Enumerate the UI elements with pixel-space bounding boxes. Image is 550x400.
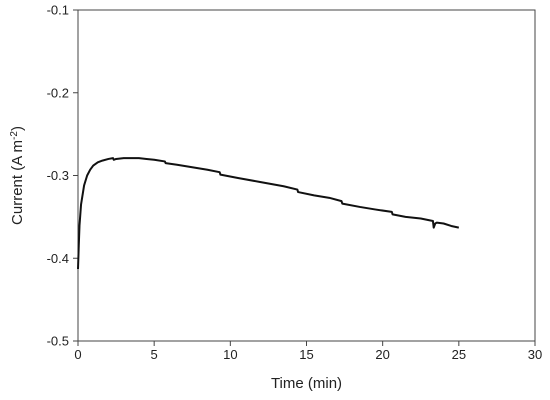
x-tick-label: 0: [74, 347, 81, 362]
y-tick-label: -0.3: [47, 168, 69, 183]
x-tick-label: 5: [151, 347, 158, 362]
y-axis-title-close: ): [9, 126, 26, 131]
x-tick-label: 30: [528, 347, 542, 362]
y-tick-label: -0.5: [47, 334, 69, 349]
y-axis-title-main: Current (A m: [9, 140, 26, 225]
y-tick-label: -0.4: [47, 251, 69, 266]
y-tick-label: -0.2: [47, 85, 69, 100]
x-tick-label: 25: [452, 347, 466, 362]
x-tick-label: 15: [299, 347, 313, 362]
x-axis-title: Time (min): [271, 375, 342, 392]
y-axis-title-superscript: -2: [9, 131, 20, 140]
plot-area-border: [77, 9, 536, 342]
x-tick-label: 10: [223, 347, 237, 362]
y-axis-title: Current (A m-2): [9, 126, 26, 225]
y-tick-label: -0.1: [47, 3, 69, 18]
x-tick-label: 20: [375, 347, 389, 362]
current-series-line: [77, 157, 460, 270]
